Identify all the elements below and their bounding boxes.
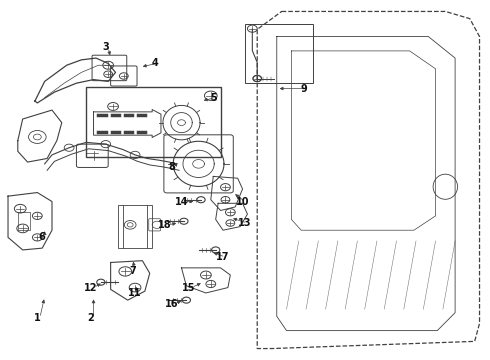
Text: 18: 18 [158,220,171,230]
Text: 14: 14 [175,197,188,207]
Text: 3: 3 [102,42,109,52]
Bar [18,212,30,230]
Bar [245,24,314,83]
Text: 13: 13 [238,218,252,228]
Text: 15: 15 [182,283,196,293]
Bar [147,205,152,248]
Text: 11: 11 [128,288,142,298]
Bar [118,205,123,248]
Bar [86,87,220,157]
Text: 4: 4 [151,58,158,68]
Text: 5: 5 [210,93,217,103]
Text: 17: 17 [216,252,230,262]
Text: 6: 6 [39,232,46,242]
Text: 2: 2 [88,313,95,323]
Text: 10: 10 [236,197,249,207]
Text: 1: 1 [34,313,41,323]
Text: 12: 12 [84,283,98,293]
Text: 8: 8 [168,162,175,172]
Text: 7: 7 [129,266,136,276]
Text: 9: 9 [300,84,307,94]
Text: 16: 16 [165,299,178,309]
